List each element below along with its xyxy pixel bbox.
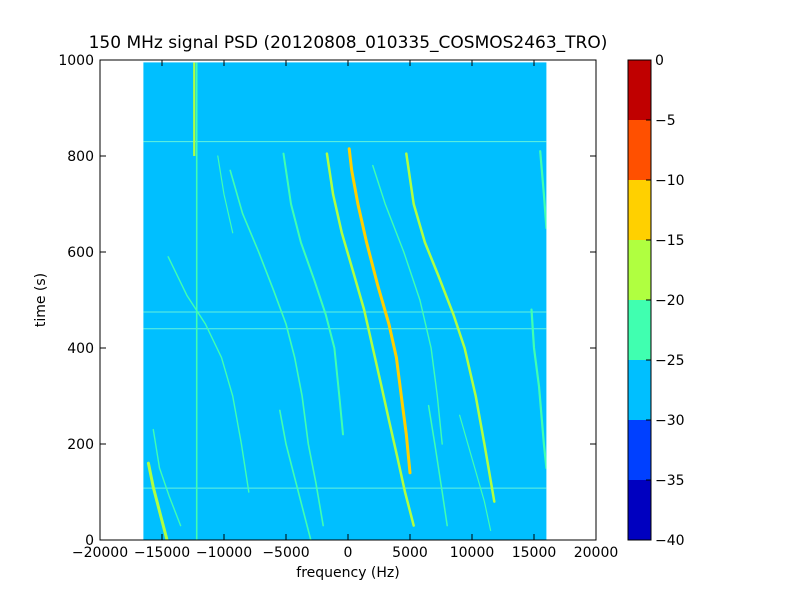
signal-trace-1	[325, 152, 415, 527]
signal-trace-12	[530, 308, 547, 470]
x-tick-label: 0	[344, 545, 353, 561]
colorbar-tick-label: −25	[655, 353, 685, 369]
x-tick-label: 5000	[392, 545, 428, 561]
spectrogram-plot: −20000 −15000 −10000 −5000 0 5000 10000 15000 20…	[58, 53, 618, 561]
y-tick-label: 0	[85, 533, 94, 549]
colorbar-tick-label: −10	[655, 173, 685, 189]
signal-trace-4	[229, 169, 324, 527]
colorbar-tick-label: 0	[655, 53, 664, 69]
signal-trace-3	[282, 152, 344, 436]
colorbar-segment	[628, 420, 651, 480]
colorbar-segment	[628, 60, 651, 120]
x-tick-label: −20000	[72, 545, 128, 561]
x-tick-label: 10000	[450, 545, 495, 561]
y-tick-label: 400	[67, 341, 94, 357]
signal-trace-11	[539, 150, 547, 230]
colorbar-segment	[628, 120, 651, 180]
y-axis-label: time (s)	[33, 273, 49, 327]
x-tick-label: 15000	[512, 545, 557, 561]
colorbar-segment	[628, 240, 651, 300]
x-tick-label: 20000	[574, 545, 619, 561]
signal-trace-0	[347, 147, 412, 475]
y-tick-label: 1000	[58, 53, 94, 69]
signal-trace-2	[405, 152, 496, 503]
colorbar: −40 −35 −30 −25 −20 −15 −10 −5 0	[627, 53, 685, 549]
x-tick-label: −15000	[134, 545, 190, 561]
y-tick-label: 600	[67, 245, 94, 261]
signal-trace-9	[152, 428, 182, 527]
signal-trace-13	[459, 414, 492, 531]
x-axis-label: frequency (Hz)	[296, 565, 399, 581]
signal-trace-10	[146, 461, 169, 541]
colorbar-tick-label: −35	[655, 473, 685, 489]
colorbar-segment	[628, 480, 651, 540]
colorbar-tick-label: −30	[655, 413, 685, 429]
spectrogram-background	[143, 62, 547, 541]
colorbar-segment	[628, 300, 651, 360]
chart-title: 150 MHz signal PSD (20120808_010335_COSM…	[89, 33, 608, 53]
colorbar-tick-label: −40	[655, 533, 685, 549]
colorbar-segment	[628, 360, 651, 420]
colorbar-tick-label: −15	[655, 233, 685, 249]
x-tick-label: −10000	[196, 545, 252, 561]
signal-trace-8	[167, 256, 250, 493]
y-tick-label: 200	[67, 437, 94, 453]
signal-trace-14	[217, 155, 234, 234]
signal-trace-7	[427, 404, 448, 527]
signal-trace-5	[279, 409, 312, 541]
colorbar-tick-label: −20	[655, 293, 685, 309]
colorbar-segment	[628, 180, 651, 240]
x-tick-label: −5000	[262, 545, 309, 561]
signal-trace-6	[372, 164, 443, 445]
y-tick-label: 800	[67, 149, 94, 165]
colorbar-tick-label: −5	[655, 113, 676, 129]
